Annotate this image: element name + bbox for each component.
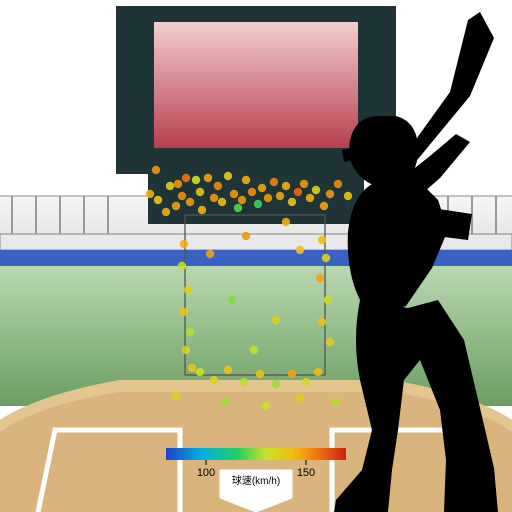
pitch-marker: [318, 236, 326, 244]
pitch-marker: [162, 208, 170, 216]
pitch-marker: [196, 368, 204, 376]
pitch-marker: [270, 178, 278, 186]
pitch-marker: [326, 190, 334, 198]
pitch-marker: [296, 246, 304, 254]
pitch-marker: [258, 184, 266, 192]
pitch-marker: [172, 392, 180, 400]
pitch-marker: [204, 174, 212, 182]
pitch-marker: [294, 188, 302, 196]
pitch-marker: [152, 166, 160, 174]
pitch-marker: [210, 194, 218, 202]
pitch-marker: [206, 250, 214, 258]
pitch-marker: [224, 366, 232, 374]
pitch-marker: [178, 192, 186, 200]
pitch-marker: [282, 218, 290, 226]
pitch-marker: [332, 398, 340, 406]
pitch-marker: [172, 202, 180, 210]
pitch-marker: [288, 370, 296, 378]
pitch-marker: [306, 194, 314, 202]
pitch-marker: [324, 296, 332, 304]
pitch-marker: [272, 316, 280, 324]
pitch-marker: [254, 200, 262, 208]
pitch-marker: [264, 194, 272, 202]
pitch-marker: [178, 262, 186, 270]
pitch-marker: [182, 174, 190, 182]
pitch-marker: [166, 182, 174, 190]
pitch-marker: [320, 202, 328, 210]
pitch-marker: [316, 274, 324, 282]
pitch-marker: [240, 378, 248, 386]
pitch-marker: [296, 394, 304, 402]
pitch-marker: [182, 346, 190, 354]
pitch-marker: [302, 378, 310, 386]
pitch-marker: [222, 398, 230, 406]
pitch-marker: [218, 198, 226, 206]
stage: 100 150 球速(km/h): [0, 0, 512, 512]
pitch-marker: [198, 206, 206, 214]
pitch-marker: [288, 198, 296, 206]
pitch-marker: [272, 380, 280, 388]
pitch-marker: [180, 308, 188, 316]
pitch-marker: [186, 328, 194, 336]
pitch-marker: [154, 196, 162, 204]
pitch-marker: [188, 364, 196, 372]
pitch-marker: [248, 188, 256, 196]
pitch-marker: [146, 190, 154, 198]
pitch-marker: [228, 296, 236, 304]
legend-tick-label: 150: [297, 467, 315, 479]
pitch-marker: [300, 180, 308, 188]
pitch-marker: [230, 190, 238, 198]
pitch-marker: [186, 198, 194, 206]
pitch-marker: [250, 346, 258, 354]
pitch-marker: [314, 368, 322, 376]
legend-tick-label: 100: [197, 467, 215, 479]
pitch-marker: [214, 182, 222, 190]
pitch-marker: [238, 196, 246, 204]
pitch-marker: [326, 338, 334, 346]
pitch-marker: [256, 370, 264, 378]
pitch-marker: [234, 204, 242, 212]
scene-svg: 100 150 球速(km/h): [0, 0, 512, 512]
pitch-marker: [242, 232, 250, 240]
pitch-marker: [276, 192, 284, 200]
pitch-marker: [322, 254, 330, 262]
pitch-marker: [344, 192, 352, 200]
pitch-marker: [312, 186, 320, 194]
pitch-marker: [196, 188, 204, 196]
pitch-marker: [192, 176, 200, 184]
pitch-marker: [174, 180, 182, 188]
pitch-marker: [180, 240, 188, 248]
pitch-marker: [224, 172, 232, 180]
pitch-marker: [184, 286, 192, 294]
pitch-marker: [318, 318, 326, 326]
scoreboard-panel: [154, 22, 358, 148]
pitch-marker: [210, 376, 218, 384]
legend-label: 球速(km/h): [232, 474, 280, 487]
pitch-marker: [262, 402, 270, 410]
pitch-marker: [282, 182, 290, 190]
pitch-marker: [242, 176, 250, 184]
pitch-marker: [334, 180, 342, 188]
